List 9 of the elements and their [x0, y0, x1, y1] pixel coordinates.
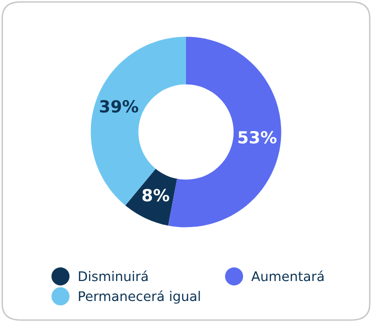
- legend-label: Disminuirá: [78, 270, 148, 282]
- data-label: 39%: [100, 100, 138, 113]
- donut-slice: [90, 36, 186, 206]
- data-label: 53%: [238, 130, 277, 144]
- data-label: 8%: [142, 188, 170, 202]
- donut-slice: [168, 36, 282, 228]
- donut-slice: [125, 168, 178, 226]
- legend-label: Permanecerá igual: [78, 290, 200, 304]
- legend-label: Aumentará: [251, 270, 324, 282]
